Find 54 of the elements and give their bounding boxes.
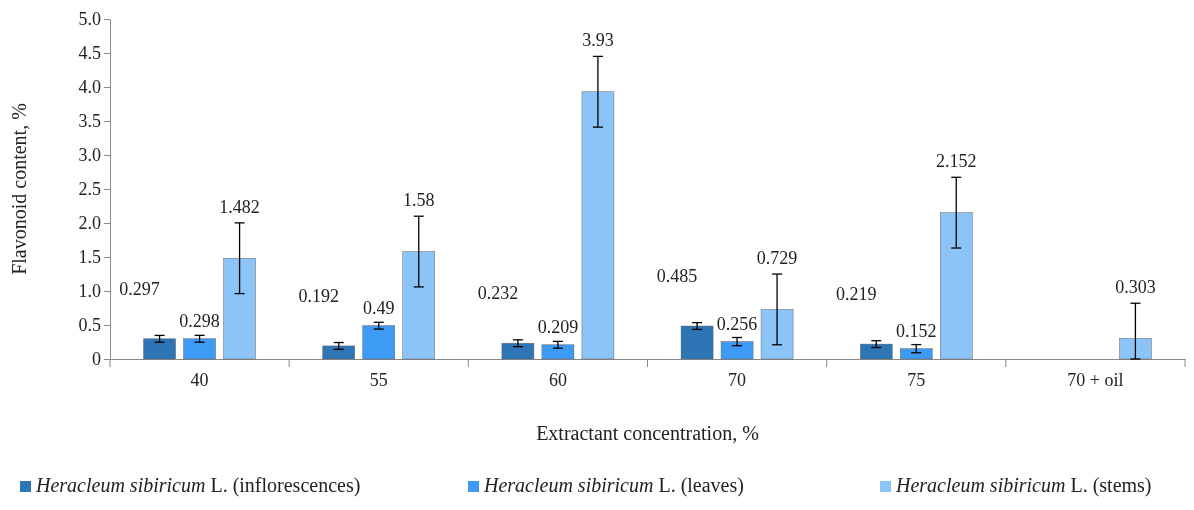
y-tick-label: 3.0	[78, 145, 101, 166]
bar	[940, 212, 973, 360]
bar	[362, 325, 395, 360]
y-tick-label: 1.5	[78, 247, 101, 268]
bar	[720, 341, 754, 360]
y-tick-label: 5.0	[78, 9, 101, 30]
data-label: 0.256	[716, 313, 758, 334]
x-tick-label: 60	[548, 369, 567, 390]
y-axis-title: Flavonoid content, %	[8, 103, 30, 275]
data-label: 1.58	[403, 190, 435, 211]
data-label: 0.192	[298, 285, 339, 306]
x-tick-label: 55	[369, 369, 388, 390]
y-tick-label: 0	[92, 349, 101, 370]
data-label: 3.93	[582, 30, 614, 51]
data-label: 1.482	[219, 196, 260, 217]
legend-label: Heracleum sibiricum L. (stems)	[895, 474, 1152, 497]
bar	[541, 344, 575, 360]
data-label: 0.232	[477, 283, 519, 304]
y-tick-label: 2.0	[78, 213, 101, 234]
data-label: 0.152	[896, 320, 937, 341]
bar	[322, 345, 355, 360]
x-axis-title: Extractant concentration, %	[536, 422, 759, 444]
bar	[223, 257, 256, 360]
y-tick-label: 2.5	[78, 179, 101, 200]
y-tick-label: 0.5	[78, 315, 101, 336]
data-label: 0.209	[537, 317, 579, 338]
x-tick-label: 40	[190, 369, 209, 390]
data-label: 0.219	[836, 284, 877, 305]
bar	[143, 338, 176, 360]
legend-label: Heracleum sibiricum L. (inflorescences)	[35, 474, 361, 497]
bar	[1119, 338, 1152, 360]
x-tick-label: 70	[728, 369, 747, 390]
data-label: 0.298	[179, 311, 220, 332]
y-tick-label: 3.5	[78, 111, 101, 132]
data-label: 0.303	[1115, 277, 1156, 298]
bar	[680, 325, 714, 360]
data-label: 2.152	[936, 151, 977, 172]
data-label: 0.485	[656, 266, 698, 287]
legend-label: Heracleum sibiricum L. (leaves)	[483, 474, 744, 497]
data-label: 0.297	[119, 278, 160, 299]
bar	[183, 338, 216, 360]
bar	[860, 343, 893, 360]
bar	[760, 309, 794, 360]
bar	[402, 251, 435, 360]
x-tick-label: 75	[907, 369, 926, 390]
x-tick-label: 70 + oil	[1067, 369, 1124, 390]
y-tick-label: 4.5	[78, 43, 101, 64]
bar	[581, 91, 615, 360]
y-tick-label: 1.0	[78, 281, 101, 302]
y-tick-label: 4.0	[78, 77, 101, 98]
bar	[501, 342, 535, 360]
data-label: 0.729	[756, 248, 798, 269]
bar	[900, 348, 933, 360]
data-label: 0.49	[363, 298, 395, 319]
